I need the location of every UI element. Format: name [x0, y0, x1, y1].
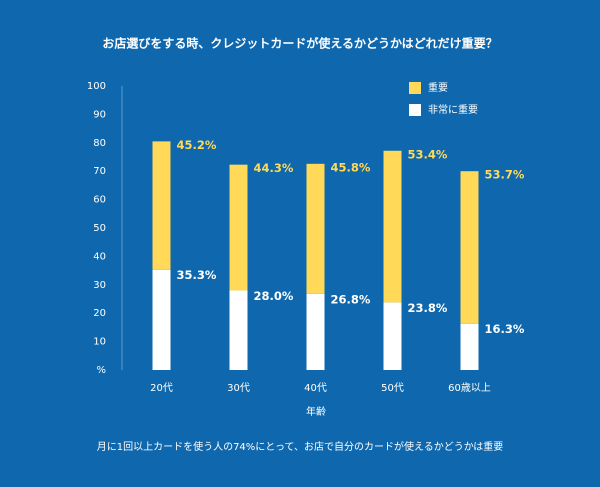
legend-label: 重要 — [428, 81, 448, 94]
value-label: 35.3% — [177, 268, 217, 282]
y-tick-label: 10 — [93, 337, 106, 348]
bar-segment — [460, 171, 479, 324]
value-label: 53.7% — [485, 168, 525, 182]
value-label: 16.3% — [485, 322, 525, 336]
value-label: 45.8% — [331, 160, 371, 174]
x-tick-label: 20代 — [150, 382, 173, 394]
legend-label: 非常に重要 — [428, 103, 478, 116]
x-tick-label: 50代 — [381, 382, 404, 394]
chart-title: お店選びをする時、クレジットカードが使えるかどうかはどれだけ重要？ — [102, 36, 497, 51]
bar-segment — [383, 150, 402, 303]
y-tick-label: 40 — [93, 251, 106, 262]
legend-swatch — [409, 82, 421, 94]
x-tick-label: 40代 — [304, 382, 327, 394]
x-tick-label: 60歳以上 — [448, 382, 491, 394]
value-label: 28.0% — [254, 289, 294, 303]
y-tick-label: % — [96, 365, 106, 376]
x-axis-title: 年齢 — [306, 405, 326, 418]
y-tick-label: 70 — [93, 166, 106, 177]
value-label: 26.8% — [331, 292, 371, 306]
bar-segment — [383, 302, 402, 370]
footnote: 月に1回以上カードを使う人の74%にとって、お店で自分のカードが使えるかどうかは… — [97, 440, 504, 453]
bar-segment — [229, 290, 248, 370]
y-tick-label: 90 — [93, 109, 106, 120]
y-tick-label: 30 — [93, 280, 106, 291]
bar-segment — [306, 293, 325, 370]
y-tick-label: 50 — [93, 223, 106, 234]
bar-segment — [152, 269, 171, 370]
y-tick-label: 20 — [93, 308, 106, 319]
bar-segment — [152, 141, 171, 270]
y-tick-label: 80 — [93, 138, 106, 149]
y-tick-label: 100 — [87, 81, 106, 92]
value-label: 45.2% — [177, 138, 217, 152]
value-label: 53.4% — [408, 147, 448, 161]
value-label: 44.3% — [254, 161, 294, 175]
value-label: 23.8% — [408, 301, 448, 315]
bar-segment — [229, 164, 248, 291]
legend-swatch — [409, 104, 421, 116]
x-tick-label: 30代 — [227, 382, 250, 394]
bar-segment — [306, 163, 325, 294]
bar-segment — [460, 323, 479, 370]
y-tick-label: 60 — [93, 195, 106, 206]
